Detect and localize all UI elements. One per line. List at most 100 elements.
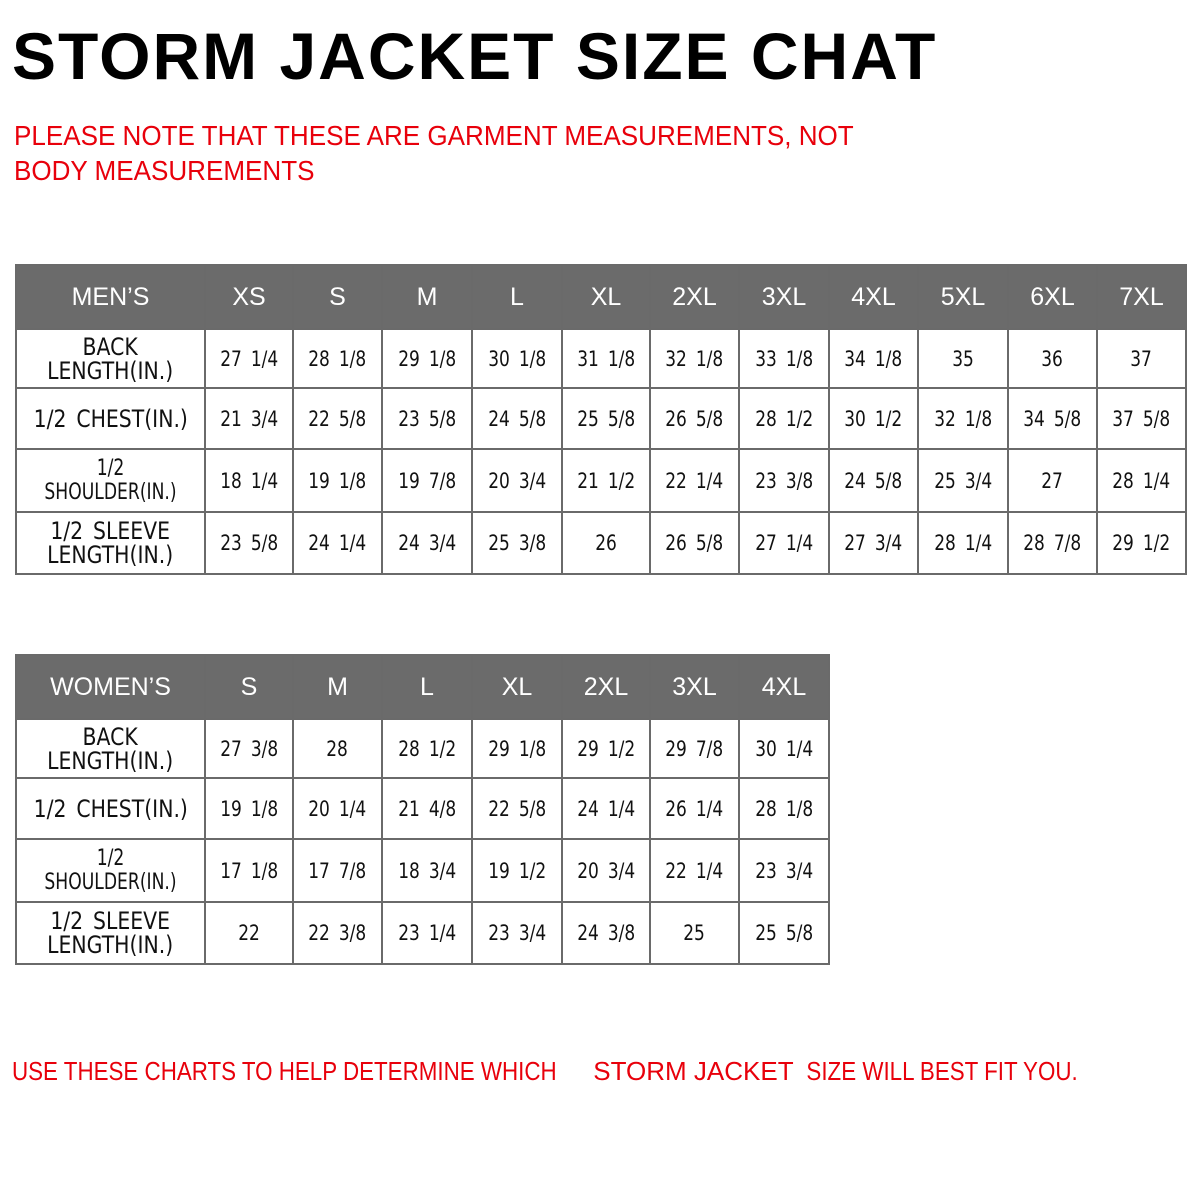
measurement-cell: 28 1/4: [1096, 448, 1187, 513]
footer-product-name: STORM JACKET: [593, 1056, 794, 1086]
measurement-cell: 25 5/8: [561, 387, 651, 450]
page-title: STORM JACKET SIZE CHAT: [12, 19, 938, 93]
measurement-cell: 17 1/8: [204, 838, 294, 903]
table-label: MEN’S: [15, 264, 206, 330]
measurement-value: 20 1/4: [308, 796, 367, 821]
measurement-value: 33 1/8: [755, 346, 813, 371]
measurement-value: 37: [1130, 346, 1153, 371]
measurement-cell: 22: [204, 901, 294, 965]
footer-text-1: USE THESE CHARTS TO HELP DETERMINE WHICH: [12, 1056, 557, 1086]
measurement-cell: 27 3/4: [828, 511, 919, 575]
measurement-value: 23 5/8: [398, 406, 456, 431]
measurement-value: 28 1/8: [308, 346, 367, 371]
measurement-value: 23 1/4: [398, 921, 456, 945]
row-label: 1/2 SLEEVE LENGTH(IN.): [15, 511, 206, 575]
measurement-cell: 27 1/4: [204, 328, 294, 389]
measurement-value: 28 7/8: [1023, 531, 1082, 555]
row-label: 1/2 SHOULDER(IN.): [15, 448, 206, 513]
measurement-value: 17 1/8: [220, 858, 278, 883]
measurement-cell: 34 5/8: [1007, 387, 1098, 450]
measurement-row: BACK LENGTH(IN.) 27 1/4 28 1/8 29 1/8 30 1/8…: [15, 328, 1187, 389]
size-header: 3XL: [649, 654, 740, 720]
size-header: S: [292, 264, 383, 330]
measurement-cell: 30 1/2: [828, 387, 919, 450]
measurement-value: 23 3/4: [488, 921, 546, 945]
row-label: BACK LENGTH(IN.): [15, 718, 206, 779]
measurement-cell: 20 3/4: [561, 838, 651, 903]
measurement-value: 27 1/4: [220, 346, 278, 371]
measurement-cell: 26 5/8: [649, 511, 740, 575]
measurement-value: 35: [952, 346, 974, 371]
measurement-value: 19 1/8: [308, 468, 367, 493]
row-label: 1/2 CHEST(IN.): [15, 387, 206, 450]
measurement-cell: 23 1/4: [381, 901, 473, 965]
header-row: WOMEN’S S M L XL 2XL 3XL 4XL: [15, 654, 830, 720]
measurement-row: BACK LENGTH(IN.) 27 3/8 28 28 1/2 29 1/8 29 1…: [15, 718, 830, 779]
measurement-cell: 26 1/4: [649, 777, 740, 840]
measurement-value: 25: [683, 921, 706, 945]
measurement-value: 22 1/4: [665, 468, 724, 493]
measurement-cell: 37: [1096, 328, 1187, 389]
measurement-row: 1/2 SHOULDER(IN.) 18 1/4 19 1/8 19 7/8 20 3/…: [15, 448, 1187, 513]
size-header: 7XL: [1096, 264, 1187, 330]
measurement-cell: 23 5/8: [204, 511, 294, 575]
measurement-value: 27 1/4: [755, 531, 813, 555]
measurement-cell: 24 3/4: [381, 511, 473, 575]
row-label-text: 1/2 SHOULDER(IN.): [44, 455, 177, 505]
measurement-cell: 28 1/2: [738, 387, 830, 450]
measurement-value: 22 5/8: [308, 406, 367, 431]
measurement-cell: 27 1/4: [738, 511, 830, 575]
measurement-cell: 30 1/8: [471, 328, 563, 389]
measurement-cell: 29 1/2: [1096, 511, 1187, 575]
measurement-cell: 28 1/4: [917, 511, 1009, 575]
measurement-value: 24 5/8: [844, 468, 903, 493]
measurement-cell: 18 3/4: [381, 838, 473, 903]
measurement-cell: 19 1/2: [471, 838, 563, 903]
row-label: BACK LENGTH(IN.): [15, 328, 206, 389]
measurement-value: 21 4/8: [398, 796, 456, 821]
garment-note: PLEASE NOTE THAT THESE ARE GARMENT MEASU…: [14, 120, 854, 186]
size-header: 2XL: [649, 264, 740, 330]
measurement-cell: 20 1/4: [292, 777, 383, 840]
measurement-cell: 29 1/8: [471, 718, 563, 779]
measurement-value: 30 1/4: [755, 736, 813, 761]
measurement-value: 26 5/8: [665, 406, 724, 431]
measurement-row: 1/2 CHEST(IN.) 19 1/8 20 1/4 21 4/8 22 5/8 24…: [15, 777, 830, 840]
measurement-value: 27 3/8: [220, 736, 278, 761]
measurement-value: 27 3/4: [844, 531, 903, 555]
row-label: 1/2 SHOULDER(IN.): [15, 838, 206, 903]
measurement-cell: 24 1/4: [292, 511, 383, 575]
measurement-cell: 18 1/4: [204, 448, 294, 513]
measurement-cell: 19 1/8: [292, 448, 383, 513]
measurement-value: 23 3/8: [755, 468, 813, 493]
measurement-cell: 23 3/4: [738, 838, 830, 903]
measurement-value: 22: [238, 921, 260, 945]
measurement-cell: 25: [649, 901, 740, 965]
measurement-cell: 36: [1007, 328, 1098, 389]
measurement-cell: 32 1/8: [649, 328, 740, 389]
measurement-value: 25 3/4: [934, 468, 992, 493]
row-label-text: 1/2 CHEST(IN.): [33, 794, 188, 823]
measurement-value: 19 1/8: [220, 796, 278, 821]
measurement-cell: 23 5/8: [381, 387, 473, 450]
mens-size-table: MEN’S XS S M L XL 2XL 3XL 4XL 5XL 6XL 7XL BACK LENGT…: [15, 264, 1187, 575]
row-label-text: BACK LENGTH(IN.): [47, 332, 174, 385]
measurement-cell: 22 1/4: [649, 448, 740, 513]
measurement-cell: 22 1/4: [649, 838, 740, 903]
measurement-cell: 28: [292, 718, 383, 779]
measurement-value: 23 3/4: [755, 858, 813, 883]
measurement-cell: 23 3/4: [471, 901, 563, 965]
measurement-value: 28 1/4: [934, 531, 992, 555]
measurement-value: 17 7/8: [308, 858, 367, 883]
measurement-value: 24 3/4: [398, 531, 456, 555]
measurement-value: 28: [326, 736, 349, 761]
measurement-cell: 22 5/8: [471, 777, 563, 840]
measurement-value: 28 1/8: [755, 796, 813, 821]
measurement-cell: 35: [917, 328, 1009, 389]
measurement-value: 21 1/2: [577, 468, 635, 493]
size-header: XL: [471, 654, 563, 720]
measurement-value: 32 1/8: [934, 406, 992, 431]
measurement-value: 22 5/8: [488, 796, 546, 821]
size-header: 4XL: [738, 654, 830, 720]
measurement-value: 30 1/8: [488, 346, 546, 371]
